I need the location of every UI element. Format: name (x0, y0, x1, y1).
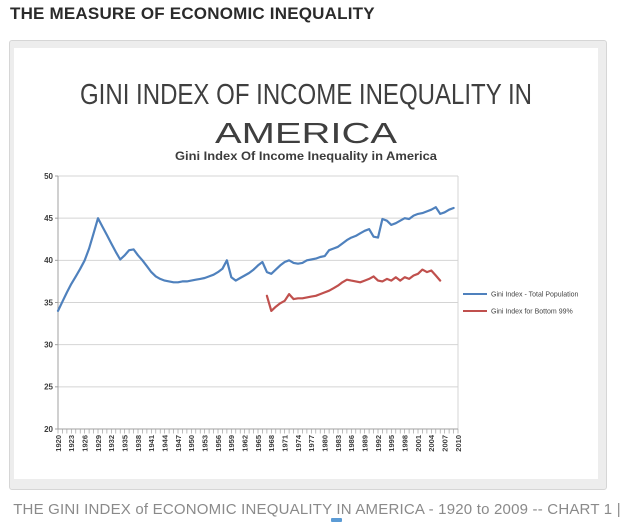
x-axis-label-1920: 1920 (54, 435, 63, 452)
x-axis-label-1965: 1965 (254, 435, 263, 452)
image-caption: THE GINI INDEX of ECONOMIC INEQUALITY IN… (13, 501, 621, 518)
x-axis-label-1971: 1971 (280, 435, 289, 452)
x-axis-label-2004: 2004 (427, 434, 436, 452)
gini-chart: GINI INDEX OF INCOME INEQUALITY IN AMERI… (44, 79, 579, 452)
y-axis-label-20: 20 (44, 425, 53, 434)
y-axis-label-25: 25 (44, 383, 53, 392)
chart-panel: GINI INDEX OF INCOME INEQUALITY IN AMERI… (9, 40, 607, 490)
x-axis-label-1968: 1968 (267, 435, 276, 452)
x-axis-label-1992: 1992 (374, 435, 383, 452)
chart-title-line2: AMERICA (215, 118, 398, 150)
x-axis-label-1944: 1944 (160, 434, 169, 452)
x-axis-label-1962: 1962 (240, 435, 249, 452)
x-axis-label-1959: 1959 (227, 435, 236, 452)
legend-label-1: Gini Index for Bottom 99% (491, 309, 573, 316)
series-line-1 (265, 268, 442, 312)
x-axis-label-1995: 1995 (387, 435, 396, 452)
legend-label-0: Gini Index - Total Population (491, 292, 579, 299)
plot-area: 20 25 30 35 40 45 50 1920 1923 1926 1929 1932 1935 19… (44, 172, 463, 452)
x-axis-label-2010: 2010 (454, 435, 463, 452)
x-axis-label-1977: 1977 (307, 435, 316, 452)
x-axis-label-1956: 1956 (214, 435, 223, 452)
cutoff-link-fragment[interactable] (331, 518, 342, 522)
x-axis-label-2007: 2007 (440, 435, 449, 452)
chart-legend: Gini Index - Total Population Gini Index … (463, 292, 579, 316)
series-line-0 (56, 206, 455, 312)
y-axis-label-35: 35 (44, 298, 53, 307)
x-axis-label-1953: 1953 (200, 435, 209, 452)
y-axis-label-40: 40 (44, 256, 53, 265)
x-axis-label-2001: 2001 (414, 435, 423, 452)
x-axis-label-1926: 1926 (80, 435, 89, 452)
y-axis-label-45: 45 (44, 214, 53, 223)
chart-image: GINI INDEX OF INCOME INEQUALITY IN AMERI… (14, 48, 598, 479)
x-axis-label-1923: 1923 (67, 435, 76, 452)
x-axis-label-1938: 1938 (134, 435, 143, 452)
chart-title-line1: GINI INDEX OF INCOME INEQUALITY IN (80, 79, 532, 111)
x-axis-label-1929: 1929 (94, 435, 103, 452)
chart-subtitle: Gini Index Of Income Inequality in Ameri… (175, 151, 438, 163)
x-axis-label-1998: 1998 (400, 435, 409, 452)
y-axis-label-30: 30 (44, 340, 53, 349)
y-axis-label-50: 50 (44, 172, 53, 181)
x-axis-label-1986: 1986 (347, 435, 356, 452)
page-title: THE MEASURE OF ECONOMIC INEQUALITY (10, 4, 375, 23)
x-axis-label-1983: 1983 (334, 435, 343, 452)
x-axis-label-1950: 1950 (187, 435, 196, 452)
x-axis-label-1980: 1980 (320, 435, 329, 452)
x-axis-label-1974: 1974 (294, 434, 303, 452)
x-axis-label-1989: 1989 (360, 435, 369, 452)
x-axis-label-1935: 1935 (120, 435, 129, 452)
x-axis-label-1932: 1932 (107, 435, 116, 452)
x-axis-label-1941: 1941 (147, 435, 156, 452)
x-axis-label-1947: 1947 (174, 435, 183, 452)
